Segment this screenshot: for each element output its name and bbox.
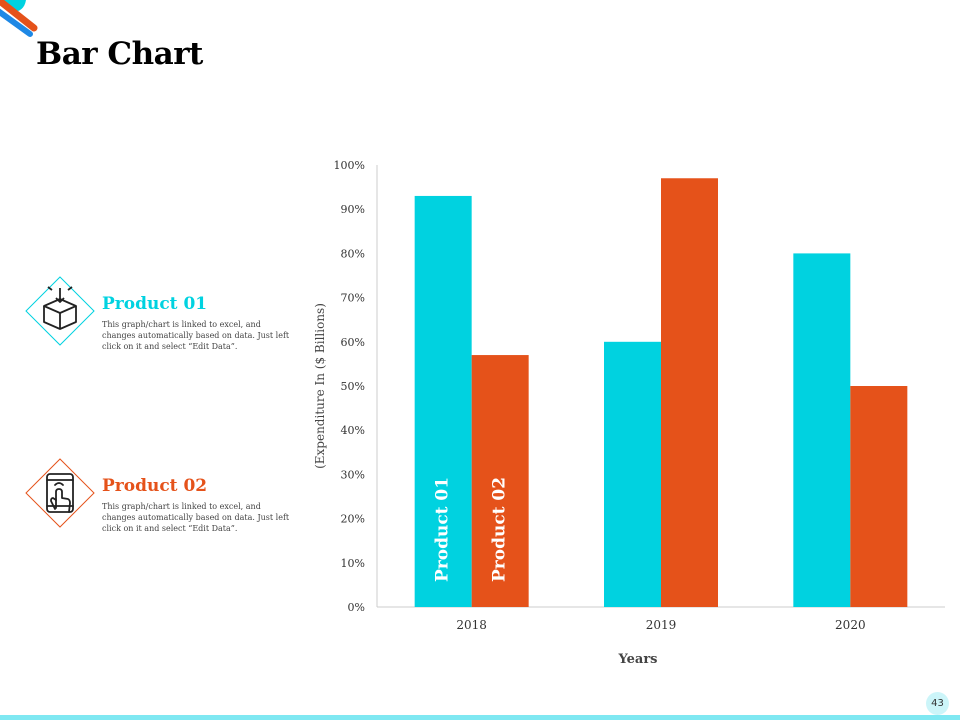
bar-product-02-2018 — [471, 355, 529, 607]
page-title: Bar Chart — [36, 36, 203, 72]
bar-product-01-2020 — [793, 253, 851, 607]
y-tick-label: 10% — [341, 557, 365, 570]
y-axis-title: (Expenditure In ($ Billions) — [313, 303, 327, 469]
legend-description-product-02: This graph/chart is linked to excel, and… — [102, 502, 290, 533]
y-tick-label: 30% — [341, 468, 365, 481]
y-tick-label: 90% — [341, 203, 365, 216]
y-tick-label: 20% — [341, 513, 365, 526]
box-icon — [25, 276, 95, 346]
series-label-in-bar: Product 01 — [433, 477, 453, 582]
bar-product-02-2019 — [661, 178, 718, 607]
y-tick-label: 100% — [334, 159, 365, 172]
series-label-in-bar: Product 02 — [490, 477, 510, 582]
legend-heading-product-01: Product 01 — [102, 294, 208, 314]
y-tick-label: 60% — [341, 336, 365, 349]
y-tick-label: 40% — [341, 424, 365, 437]
footer-bar — [0, 715, 960, 720]
corner-deco-orange-stripe — [0, 0, 38, 32]
touchscreen-icon — [25, 458, 95, 528]
bar-product-02-2020 — [850, 386, 908, 607]
corner-deco-blue-stripe — [0, 8, 33, 37]
y-tick-label: 0% — [348, 601, 365, 614]
legend-item-product-01: Product 01 This graph/chart is linked to… — [25, 276, 295, 351]
bar-product-01-2019 — [604, 341, 661, 607]
page-number-badge: 43 — [926, 692, 949, 715]
x-tick-label: 2018 — [456, 618, 487, 632]
x-tick-label: 2019 — [646, 618, 677, 632]
x-axis-title: Years — [617, 652, 657, 667]
corner-decoration — [0, 0, 38, 37]
y-tick-label: 70% — [341, 292, 365, 305]
legend-description-product-01: This graph/chart is linked to excel, and… — [102, 320, 290, 351]
y-tick-label: 50% — [341, 380, 365, 393]
legend-heading-product-02: Product 02 — [102, 476, 208, 496]
bar-product-01-2018 — [414, 195, 472, 607]
x-tick-label: 2020 — [835, 618, 866, 632]
legend-item-product-02: Product 02 This graph/chart is linked to… — [25, 458, 295, 533]
y-tick-label: 80% — [341, 247, 365, 260]
